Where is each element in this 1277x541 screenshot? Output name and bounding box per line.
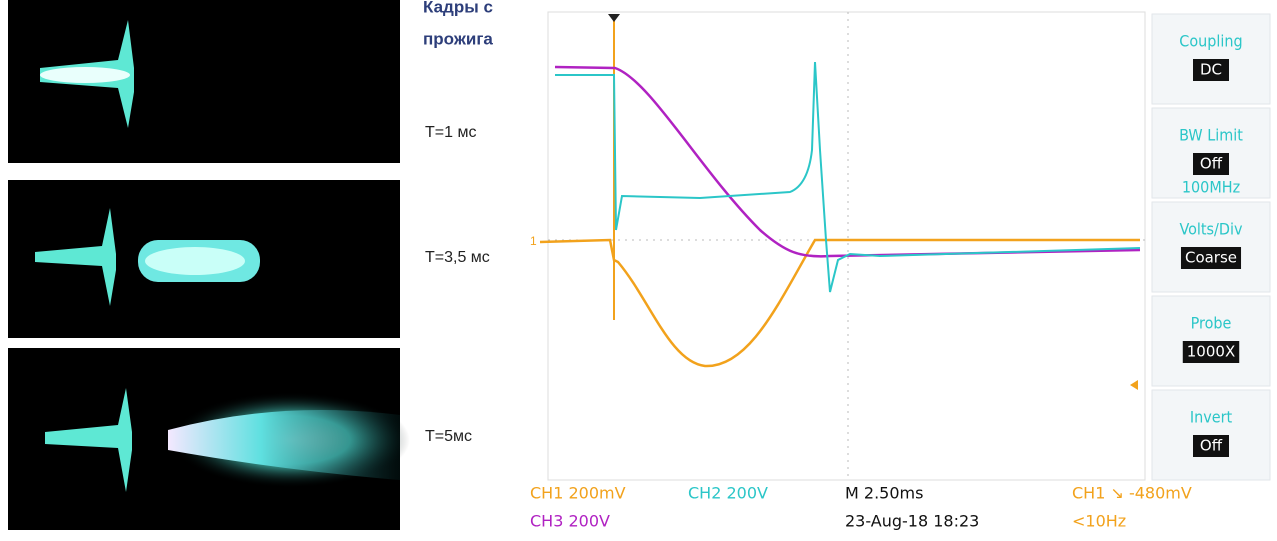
menu-value-bg — [1193, 59, 1229, 81]
caption: прожига — [423, 29, 493, 48]
nozzle-plasma — [45, 388, 132, 492]
menu-label: BW Limit — [1179, 126, 1243, 145]
menu-value-bg — [1193, 153, 1229, 175]
caption: Кадры с — [423, 0, 493, 16]
level-marker — [1130, 380, 1138, 390]
ch1-trace — [539, 238, 1140, 368]
status: CH1 ↘ -480mV — [1072, 484, 1192, 503]
status: CH2 200V — [688, 484, 768, 503]
ch2-trace — [555, 61, 1141, 293]
menu-value: Coarse — [1185, 249, 1237, 267]
status: CH1 200mV — [530, 484, 626, 503]
frame-label: T=5мс — [425, 428, 472, 445]
core — [40, 67, 130, 83]
core — [145, 247, 245, 275]
side-menu: Coupling DC BW Limit Off 100MHz Volts/Div Coar… — [1151, 13, 1271, 481]
menu-value-bg — [1193, 435, 1229, 457]
status: 23-Aug-18 18:23 — [845, 512, 979, 531]
menu-value: DC — [1200, 61, 1222, 79]
trigger-marker — [608, 14, 620, 22]
menu-label: Probe — [1191, 314, 1232, 333]
status: <10Hz — [1072, 512, 1126, 531]
frame-label: T=1 мс — [425, 124, 476, 141]
menu-extra: 100MHz — [1182, 178, 1240, 197]
scope-screen: 1 — [530, 11, 1146, 481]
menu-value: 1000X — [1187, 343, 1235, 361]
menu-value: Off — [1200, 437, 1223, 455]
ch-marker: 1 — [530, 234, 537, 248]
plume — [168, 410, 400, 480]
nozzle-plasma — [35, 208, 116, 306]
status: CH3 200V — [530, 512, 610, 531]
screen — [547, 11, 1146, 481]
menu-value-bg — [1180, 247, 1242, 269]
menu-value: Off — [1200, 155, 1223, 173]
ch3-trace — [554, 65, 1141, 258]
menu-label: Coupling — [1179, 32, 1242, 51]
photo-frames — [8, 0, 410, 530]
menu-value-bg — [1182, 341, 1240, 363]
menu-label: Invert — [1190, 408, 1233, 427]
menu-label: Volts/Div — [1180, 220, 1243, 239]
status: M 2.50ms — [845, 484, 923, 503]
frame-label: T=3,5 мс — [425, 249, 490, 266]
